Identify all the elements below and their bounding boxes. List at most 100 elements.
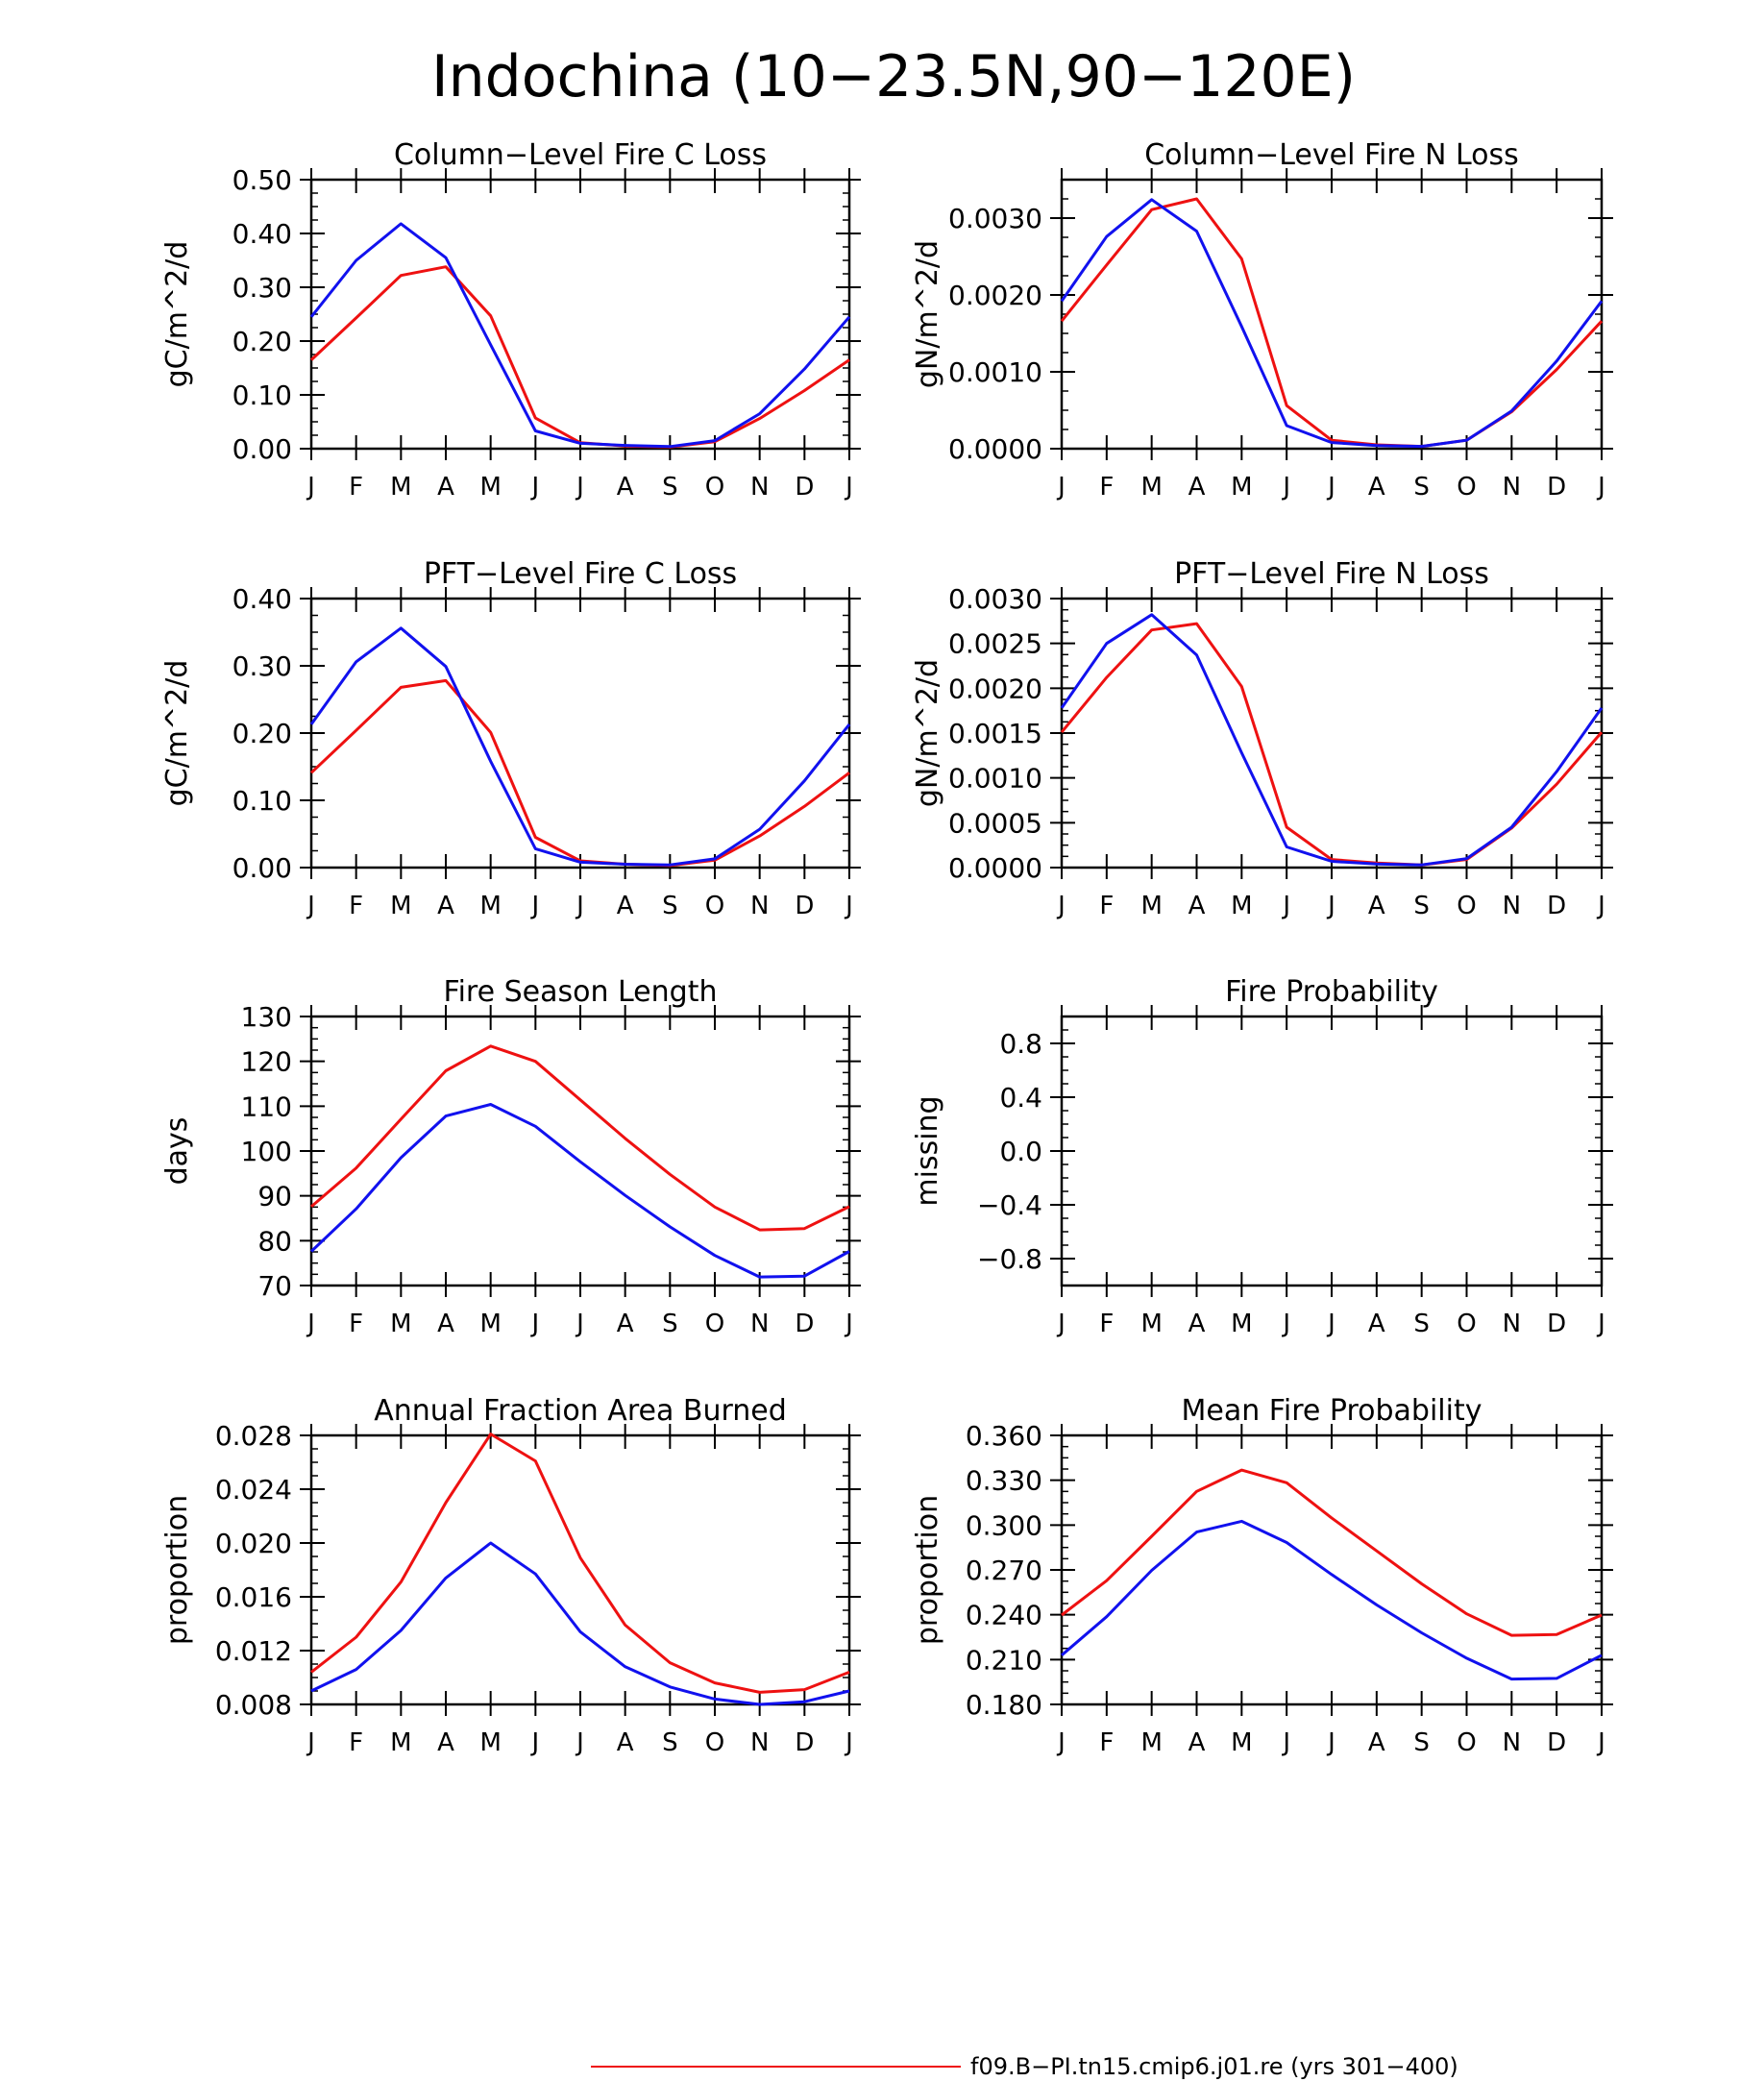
x-tick-label: F	[1099, 473, 1114, 502]
y-tick-label: 110	[241, 1090, 292, 1122]
x-tick-label: J	[844, 473, 853, 502]
x-tick-label: J	[529, 1728, 539, 1757]
y-tick-label: 0.020	[215, 1528, 292, 1559]
x-tick-label: J	[1326, 892, 1335, 920]
panels: J F M A M J J A S O N D J0.000.100.200.300.400.50Col…	[160, 138, 1613, 1757]
chart-panel-4: J F M A M J J A S O N D J0.00000.00050.00100.00150.0…	[911, 557, 1613, 920]
x-tick-label: J	[1056, 1310, 1066, 1338]
y-tick-label: 0.270	[966, 1555, 1042, 1586]
x-tick-label: J	[529, 892, 539, 920]
chart-title: Column−Level Fire C Loss	[394, 138, 767, 172]
y-tick-label: 0.0005	[948, 807, 1042, 839]
x-tick-label: J	[575, 892, 584, 920]
x-tick-label: N	[1503, 1728, 1521, 1757]
x-tick-label: J	[1281, 1728, 1290, 1757]
x-tick-label: F	[349, 892, 363, 920]
y-tick-label: 0.300	[966, 1509, 1042, 1541]
x-tick-label: F	[349, 473, 363, 502]
y-tick-label: 0.0020	[948, 673, 1042, 704]
legend-label: f09.B−PI.tn15.cmip6.j01.re (yrs 301−400)	[970, 2053, 1458, 2080]
x-tick-label: M	[1140, 892, 1162, 920]
x-tick-label: M	[390, 892, 411, 920]
x-tick-label: M	[479, 1728, 501, 1757]
y-tick-label: 0.024	[215, 1474, 292, 1506]
x-tick-label: M	[390, 473, 411, 502]
x-tick-label: J	[1056, 1728, 1066, 1757]
x-tick-label: A	[1368, 892, 1385, 920]
y-tick-label: 0.028	[215, 1420, 292, 1452]
chart-title: PFT−Level Fire N Loss	[1174, 557, 1489, 591]
x-tick-label: A	[1368, 1728, 1385, 1757]
x-tick-label: J	[1281, 892, 1290, 920]
x-tick-label: A	[437, 1310, 454, 1338]
x-tick-label: J	[306, 892, 315, 920]
series-line-2	[309, 626, 851, 867]
y-tick-label: 0.30	[233, 650, 292, 682]
x-tick-label: N	[750, 1310, 769, 1338]
y-tick-label: 0.0	[999, 1136, 1042, 1167]
chart-panel-2: J F M A M J J A S O N D J0.00000.00100.00200.0030Col…	[911, 138, 1613, 502]
x-tick-label: N	[1503, 1310, 1521, 1338]
legend: f09.B−PI.tn15.cmip6.j01.re (yrs 301−400)	[591, 2053, 1458, 2080]
x-tick-label: J	[575, 473, 584, 502]
x-tick-label: J	[1326, 1728, 1335, 1757]
x-tick-label: M	[390, 1728, 411, 1757]
x-tick-label: J	[1281, 1310, 1290, 1338]
y-axis-label: missing	[911, 1095, 944, 1206]
y-axis-label: gN/m^2/d	[911, 240, 944, 388]
x-tick-label: J	[844, 892, 853, 920]
x-tick-label: D	[795, 892, 814, 920]
x-tick-label: J	[575, 1728, 584, 1757]
x-tick-label: O	[705, 473, 724, 502]
x-tick-label: J	[306, 1728, 315, 1757]
series-line-1	[1061, 1468, 1603, 1637]
series-line-1	[310, 1433, 850, 1694]
series-line-2	[310, 1541, 850, 1706]
x-tick-label: O	[1457, 1728, 1476, 1757]
x-tick-label: J	[306, 473, 315, 502]
x-tick-label: S	[662, 473, 678, 502]
y-tick-label: 0.240	[966, 1600, 1042, 1631]
x-tick-label: A	[437, 892, 454, 920]
x-tick-label: N	[750, 473, 769, 502]
x-tick-label: N	[1503, 892, 1521, 920]
x-tick-label: M	[479, 892, 501, 920]
x-tick-label: F	[349, 1728, 363, 1757]
series-line-2	[309, 222, 851, 449]
y-tick-label: 0.4	[999, 1082, 1042, 1114]
x-tick-label: S	[1413, 1310, 1430, 1338]
chart-title: Annual Fraction Area Burned	[374, 1394, 787, 1428]
chart-panel-3: J F M A M J J A S O N D J0.000.100.200.300.40PFT−Lev…	[160, 557, 861, 920]
y-axis-label: days	[160, 1117, 194, 1186]
y-tick-label: 0.0030	[948, 203, 1042, 234]
chart-panel-7: J F M A M J J A S O N D J0.0080.0120.0160.0200.0240.…	[160, 1394, 861, 1757]
x-tick-label: A	[617, 473, 634, 502]
y-axis-label: proportion	[911, 1495, 944, 1645]
x-tick-label: J	[1326, 1310, 1335, 1338]
y-tick-label: 0.0015	[948, 718, 1042, 749]
x-tick-label: N	[750, 892, 769, 920]
x-tick-label: M	[1231, 892, 1252, 920]
x-tick-label: F	[349, 1310, 363, 1338]
chart-title: Column−Level Fire N Loss	[1144, 138, 1519, 172]
y-tick-label: 0.10	[233, 785, 292, 817]
x-tick-label: A	[1368, 473, 1385, 502]
y-tick-label: 0.00	[233, 852, 292, 884]
x-tick-label: O	[1457, 1310, 1476, 1338]
y-axis-label: gC/m^2/d	[160, 660, 194, 807]
y-tick-label: 0.016	[215, 1581, 292, 1613]
x-tick-label: A	[617, 1310, 634, 1338]
y-tick-label: 0.00	[233, 433, 292, 465]
x-tick-label: J	[529, 1310, 539, 1338]
y-tick-label: 0.012	[215, 1635, 292, 1667]
x-tick-label: O	[1457, 473, 1476, 502]
y-tick-label: 130	[241, 1001, 292, 1033]
x-tick-label: M	[390, 1310, 411, 1338]
x-tick-label: M	[1140, 1728, 1162, 1757]
y-tick-label: 70	[257, 1270, 292, 1302]
x-tick-label: S	[1413, 1728, 1430, 1757]
x-tick-label: J	[844, 1310, 853, 1338]
x-tick-label: S	[662, 892, 678, 920]
series-line-1	[310, 1044, 850, 1232]
